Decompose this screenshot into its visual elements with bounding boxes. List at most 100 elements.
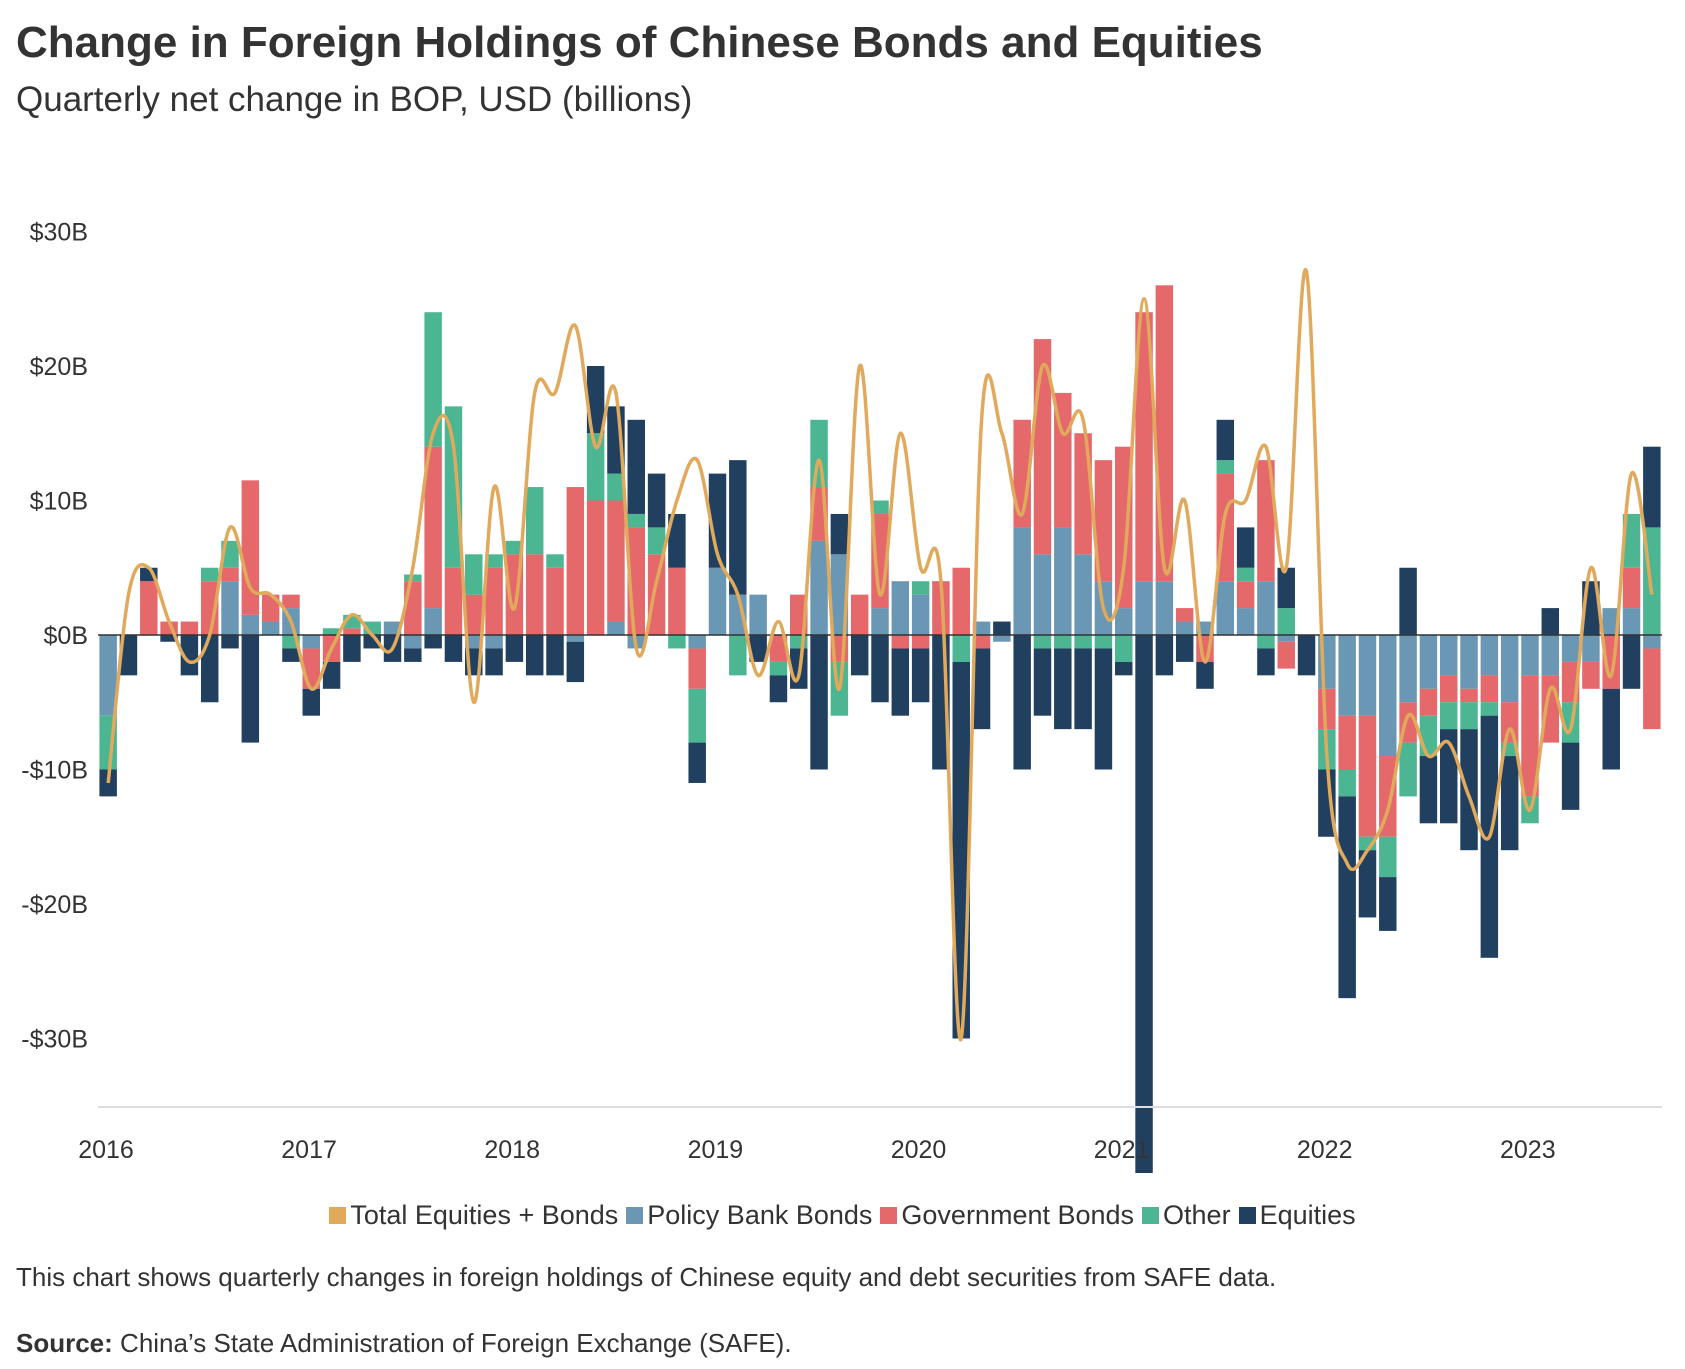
bar-government [261, 594, 280, 622]
bar-equities [1338, 796, 1356, 999]
legend-label-government: Government Bonds [901, 1200, 1135, 1230]
bar-equities [871, 635, 889, 703]
bar-equities [282, 648, 300, 662]
legend-item-policy[interactable]: Policy Bank Bonds [626, 1200, 872, 1231]
bar-government [1358, 715, 1377, 837]
bar-other [1216, 460, 1235, 474]
bar-policy [749, 594, 767, 635]
x-tick-label: 2017 [281, 1136, 337, 1164]
bar-government [1236, 581, 1255, 609]
bar-policy [1439, 635, 1458, 676]
bar-other [1115, 635, 1133, 662]
legend-item-total[interactable]: Total Equities + Bonds [329, 1200, 618, 1231]
legend-label-policy: Policy Bank Bonds [647, 1200, 873, 1230]
bar-government [1419, 688, 1438, 716]
bar-other [1338, 769, 1356, 797]
bar-government [1338, 715, 1356, 770]
bar-policy [1460, 635, 1478, 689]
bar-government [607, 500, 625, 622]
bar-government [850, 594, 869, 635]
x-tick-label: 2016 [78, 1136, 134, 1164]
bar-policy [404, 635, 422, 649]
bar-policy [261, 621, 280, 635]
bar-policy [810, 540, 828, 635]
bar-equities [180, 635, 199, 676]
bar-policy [1521, 635, 1539, 676]
bar-equities [1358, 850, 1377, 918]
bar-policy [708, 567, 727, 635]
bar-equities [688, 742, 706, 783]
bar-equities [1399, 567, 1417, 635]
bar-policy [1622, 608, 1641, 635]
bar-equities [1277, 567, 1295, 609]
legend-swatch-policy [626, 1207, 644, 1224]
bar-equities [241, 635, 260, 743]
bar-equities [1013, 635, 1031, 770]
bar-government [180, 621, 199, 635]
legend-item-equities[interactable]: Equities [1238, 1200, 1356, 1231]
bar-policy [302, 635, 321, 649]
bar-policy [891, 581, 910, 635]
y-tick-label: -$30B [21, 1026, 88, 1054]
bar-other [688, 688, 706, 743]
bar-other [322, 628, 341, 635]
bar-policy [1358, 635, 1377, 716]
bar-government [952, 567, 970, 635]
bar-government [1175, 608, 1194, 622]
bar-other [1460, 702, 1478, 730]
bar-government [1480, 675, 1499, 703]
bar-equities [119, 635, 138, 676]
legend-item-government[interactable]: Government Bonds [880, 1200, 1134, 1231]
bar-policy [1399, 635, 1417, 703]
bar-policy [1480, 635, 1499, 676]
bar-equities [1379, 877, 1397, 931]
bar-other [1277, 608, 1295, 635]
bar-other [952, 635, 970, 662]
bar-policy [607, 621, 625, 635]
bar-equities [1216, 419, 1235, 461]
bar-equities [1622, 635, 1641, 689]
legend-item-other[interactable]: Other [1142, 1200, 1231, 1231]
chart-note: This chart shows quarterly changes in fo… [16, 1262, 1277, 1292]
bar-equities [627, 419, 645, 514]
bar-other [505, 540, 524, 555]
legend-swatch-equities [1238, 1207, 1256, 1224]
bar-government [566, 487, 585, 635]
bar-equities [444, 635, 463, 662]
bar-equities [1155, 635, 1174, 676]
bar-policy [688, 635, 706, 649]
bar-equities [1602, 688, 1620, 770]
bar-equities [830, 513, 849, 555]
legend: Total Equities + Bonds Policy Bank Bonds… [0, 1200, 1685, 1231]
legend-label-other: Other [1163, 1200, 1231, 1230]
bar-other [444, 406, 463, 568]
bar-policy [1013, 527, 1031, 635]
bar-policy [241, 614, 260, 635]
bar-equities [1135, 635, 1153, 1173]
bar-equities [1500, 756, 1519, 851]
bar-policy [1175, 621, 1194, 635]
legend-swatch-other [1142, 1207, 1160, 1224]
bar-other [1257, 635, 1275, 649]
bar-equities [322, 661, 341, 689]
bar-policy [1500, 635, 1519, 703]
bar-equities [1196, 661, 1214, 689]
bar-equities [647, 473, 666, 528]
bar-other [607, 473, 625, 501]
bar-policy [424, 608, 442, 635]
bar-policy [1257, 581, 1275, 635]
bar-government [769, 635, 788, 662]
source-text: China’s State Administration of Foreign … [120, 1328, 792, 1358]
y-tick-label: -$10B [21, 757, 88, 785]
legend-label-equities: Equities [1259, 1200, 1356, 1230]
bar-other [1439, 702, 1458, 730]
bar-equities [972, 648, 991, 730]
total-line [106, 267, 1654, 1042]
bar-government [668, 567, 686, 635]
bar-government [424, 446, 442, 609]
bar-policy [221, 581, 239, 635]
bar-government [647, 554, 666, 635]
bar-policy [1033, 554, 1052, 635]
bar-policy [383, 621, 402, 635]
bar-equities [850, 635, 869, 676]
